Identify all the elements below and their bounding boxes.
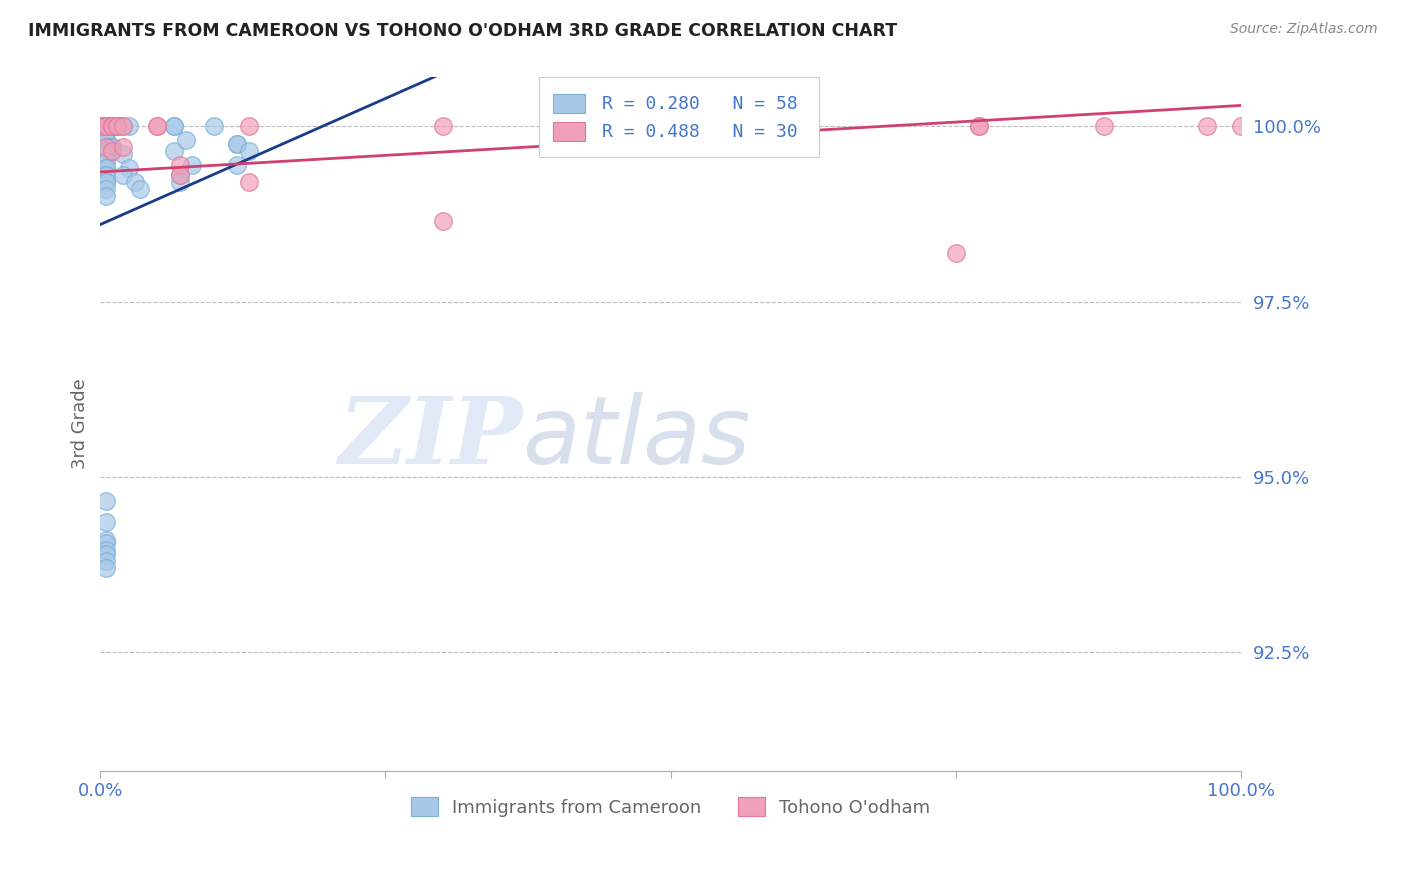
Point <box>146 120 169 134</box>
Point <box>432 120 454 134</box>
FancyBboxPatch shape <box>540 78 818 157</box>
Point <box>1230 120 1253 134</box>
Point <box>967 120 990 134</box>
Point <box>94 154 117 169</box>
Text: R = 0.488   N = 30: R = 0.488 N = 30 <box>602 122 799 141</box>
Point <box>94 133 117 147</box>
Point <box>89 120 111 134</box>
Point <box>169 176 191 190</box>
Point <box>226 136 249 151</box>
Point <box>124 176 146 190</box>
Point <box>100 120 122 134</box>
Point <box>100 140 122 154</box>
Point <box>568 120 591 134</box>
Point <box>94 543 117 558</box>
Point <box>100 120 122 134</box>
Point <box>226 136 249 151</box>
Point <box>107 120 129 134</box>
Text: R = 0.280   N = 58: R = 0.280 N = 58 <box>602 95 799 112</box>
Point <box>94 161 117 176</box>
Point <box>238 120 260 134</box>
Point <box>169 158 191 172</box>
Point <box>94 189 117 203</box>
Point <box>94 120 117 134</box>
Point <box>94 120 117 134</box>
Point <box>226 158 249 172</box>
Point <box>112 147 135 161</box>
Point <box>1195 120 1218 134</box>
Point <box>89 120 111 134</box>
Point <box>98 140 121 154</box>
Point <box>112 120 135 134</box>
Point <box>94 547 117 561</box>
Point <box>169 169 191 183</box>
Text: IMMIGRANTS FROM CAMEROON VS TOHONO O'ODHAM 3RD GRADE CORRELATION CHART: IMMIGRANTS FROM CAMEROON VS TOHONO O'ODH… <box>28 22 897 40</box>
Point <box>682 120 704 134</box>
Point <box>94 182 117 196</box>
Point <box>796 120 818 134</box>
Point <box>129 182 152 196</box>
Y-axis label: 3rd Grade: 3rd Grade <box>72 379 89 469</box>
Point <box>163 120 186 134</box>
Point <box>118 120 141 134</box>
Point <box>238 144 260 158</box>
Point <box>180 158 202 172</box>
Point <box>94 147 117 161</box>
Point <box>163 144 186 158</box>
Point <box>94 533 117 547</box>
Point <box>94 169 117 183</box>
Point <box>796 120 818 134</box>
Point <box>945 245 967 260</box>
Point <box>146 120 169 134</box>
Point <box>107 120 129 134</box>
Point <box>112 140 135 154</box>
Point <box>100 140 122 154</box>
Point <box>94 176 117 190</box>
Point <box>94 169 117 183</box>
Point <box>94 120 117 134</box>
Point <box>94 515 117 529</box>
Point <box>100 144 122 158</box>
Point <box>202 120 225 134</box>
Point <box>100 120 122 134</box>
Point <box>94 154 117 169</box>
Text: atlas: atlas <box>523 392 751 483</box>
Point <box>89 120 111 134</box>
Point <box>94 120 117 134</box>
Point <box>94 553 117 567</box>
Point <box>94 161 117 176</box>
Point <box>432 214 454 228</box>
Point <box>174 133 197 147</box>
Point <box>967 120 990 134</box>
Point <box>94 120 117 134</box>
Text: Source: ZipAtlas.com: Source: ZipAtlas.com <box>1230 22 1378 37</box>
Point <box>107 120 129 134</box>
Point <box>107 120 129 134</box>
Point <box>94 133 117 147</box>
Point <box>94 560 117 574</box>
Point <box>94 120 117 134</box>
Text: ZIP: ZIP <box>337 393 523 483</box>
Point <box>94 127 117 141</box>
Point <box>1092 120 1115 134</box>
Legend: Immigrants from Cameroon, Tohono O'odham: Immigrants from Cameroon, Tohono O'odham <box>404 790 938 824</box>
Point <box>112 120 135 134</box>
Point <box>163 120 186 134</box>
FancyBboxPatch shape <box>553 122 585 141</box>
Point <box>112 169 135 183</box>
Point <box>238 176 260 190</box>
Point <box>89 120 111 134</box>
Point <box>89 120 111 134</box>
Point <box>94 144 117 158</box>
Point <box>94 176 117 190</box>
Point <box>94 147 117 161</box>
Point <box>94 494 117 508</box>
Point <box>89 120 111 134</box>
FancyBboxPatch shape <box>553 94 585 113</box>
Point <box>169 169 191 183</box>
Point <box>100 120 122 134</box>
Point <box>94 140 117 154</box>
Point <box>118 161 141 176</box>
Point <box>94 536 117 550</box>
